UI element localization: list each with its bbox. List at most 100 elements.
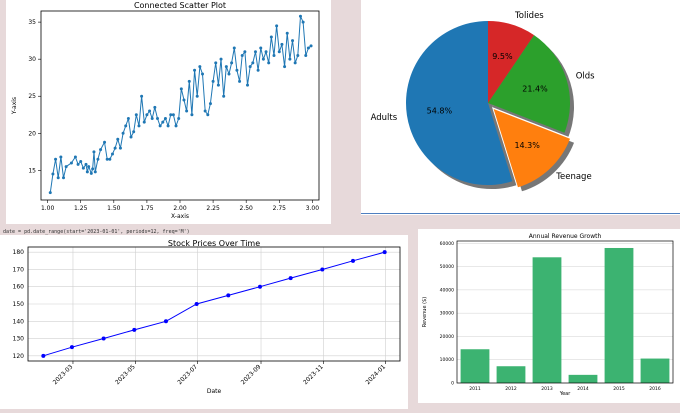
- y-tick-label: 0: [451, 381, 454, 387]
- data-point: [246, 83, 250, 87]
- x-tick-label: 1.00: [41, 205, 55, 212]
- slice-pct-label: 9.5%: [492, 52, 513, 61]
- code-snippet: date = pd.date_range(start='2023-01-01',…: [3, 229, 190, 235]
- x-tick-label: 1.50: [107, 205, 121, 212]
- data-point: [256, 68, 260, 72]
- data-point: [51, 172, 55, 176]
- data-point: [161, 120, 165, 124]
- data-point: [203, 109, 207, 113]
- data-point: [89, 171, 93, 175]
- data-point: [226, 293, 231, 298]
- data-point: [206, 113, 210, 117]
- data-point: [150, 116, 154, 120]
- data-point: [264, 50, 268, 54]
- data-point: [382, 250, 387, 255]
- y-tick-label: 30: [28, 56, 36, 63]
- bar: [604, 247, 634, 383]
- data-point: [62, 176, 66, 180]
- data-point: [59, 155, 63, 159]
- pie-slice-teenage: [493, 108, 571, 188]
- slice-pct-label: 54.8%: [427, 106, 453, 115]
- y-tick-label: 25: [28, 93, 36, 100]
- y-tick-label: 130: [13, 336, 25, 343]
- chart-title: Connected Scatter Plot: [134, 1, 226, 10]
- data-point: [208, 102, 212, 106]
- data-point: [171, 113, 175, 117]
- data-point: [116, 137, 120, 141]
- data-point: [129, 135, 133, 139]
- data-point: [238, 79, 242, 83]
- data-point: [54, 157, 58, 161]
- data-point: [124, 124, 128, 128]
- data-point: [243, 50, 247, 54]
- data-point: [257, 284, 262, 289]
- data-point: [163, 116, 167, 120]
- chart-title: Annual Revenue Growth: [529, 233, 602, 240]
- slice-label: Tolides: [514, 11, 544, 21]
- data-point: [69, 161, 73, 165]
- slice-pct-label: 21.4%: [522, 84, 548, 93]
- data-point: [275, 24, 279, 28]
- data-point: [48, 191, 52, 195]
- y-tick-label: 50000: [440, 264, 454, 270]
- pie-slice-adults: [406, 21, 513, 185]
- y-tick-label: 40000: [440, 287, 454, 293]
- data-point: [113, 146, 117, 150]
- data-point: [272, 53, 276, 57]
- blue-rule: [361, 213, 680, 214]
- data-point: [132, 130, 136, 134]
- x-axis-label: Year: [559, 391, 572, 397]
- plot-frame: [456, 240, 674, 384]
- y-tick-label: 35: [28, 19, 36, 26]
- data-point: [219, 57, 223, 61]
- data-point: [306, 46, 310, 50]
- data-point: [92, 150, 96, 154]
- y-tick-label: 20: [28, 130, 36, 137]
- data-point: [69, 345, 74, 350]
- slice-label: Teenage: [555, 172, 591, 182]
- data-point: [195, 94, 199, 98]
- data-point: [110, 152, 114, 156]
- data-point: [103, 140, 107, 144]
- data-point: [283, 65, 287, 69]
- data-point: [298, 14, 302, 18]
- data-point: [148, 109, 152, 113]
- data-point: [96, 157, 100, 161]
- data-point: [56, 176, 60, 180]
- y-tick-label: 170: [13, 266, 25, 273]
- pie-panel: 9.5% Tolides 21.4% Olds 14.3% Teenage 54.8% Adu…: [361, 0, 680, 215]
- data-point: [288, 276, 293, 281]
- data-point: [293, 61, 297, 65]
- x-tick-label: 2.75: [273, 205, 287, 212]
- data-point: [41, 353, 46, 358]
- data-point: [101, 336, 106, 341]
- data-point: [145, 113, 149, 117]
- x-axis-label: X-axis: [171, 213, 189, 220]
- data-point: [222, 94, 226, 98]
- data-point: [73, 155, 77, 159]
- data-point: [158, 124, 162, 128]
- data-point: [187, 79, 191, 83]
- x-tick-label: 1.25: [74, 205, 88, 212]
- y-tick-label: 160: [13, 284, 25, 291]
- data-point: [214, 61, 218, 65]
- data-point: [216, 83, 220, 87]
- data-point: [87, 165, 91, 169]
- data-point: [163, 319, 168, 324]
- data-point: [153, 105, 157, 109]
- x-tick-label: 2023-03: [52, 363, 75, 386]
- series-line: [49, 15, 312, 193]
- slice-pct-label: 14.3%: [514, 141, 540, 150]
- pie-slice-tolides: [488, 21, 535, 103]
- data-point: [230, 61, 234, 65]
- data-point: [269, 35, 273, 39]
- data-point: [93, 170, 97, 174]
- data-point: [140, 94, 144, 98]
- x-tick-label: 2.50: [240, 205, 254, 212]
- data-point: [201, 72, 205, 76]
- data-point: [99, 148, 103, 152]
- x-tick-label: 2023-05: [114, 363, 137, 386]
- scatter-panel: Connected Scatter Plot X-axis Y-axis 1.00 1.…: [6, 0, 331, 224]
- data-point: [291, 39, 295, 43]
- data-point: [126, 116, 130, 120]
